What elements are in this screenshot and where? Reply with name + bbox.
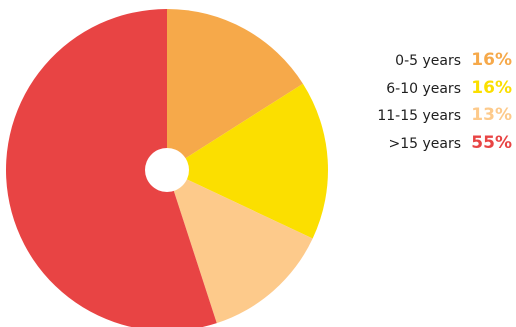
pie-center-hole [145,148,189,192]
pie-slice-11-15-years [167,170,313,324]
legend: 0-5 years 16% 6-10 years 16% 11-15 years… [340,50,516,160]
legend-label: 0-5 years [395,53,461,69]
legend-value: 55% [471,132,512,153]
pie-slices [6,9,329,327]
legend-value: 13% [471,105,512,125]
legend-label: 11-15 years [377,108,461,124]
legend-item-11-15-years: 11-15 years 13% [340,105,516,133]
legend-label: 6-10 years [386,80,461,97]
legend-label: >15 years [388,135,461,152]
pie-slice-15-years [6,9,217,327]
pie-slice-0-5-years [167,9,303,170]
legend-value: 16% [471,50,512,70]
legend-item-over-15-years: >15 years 55% [340,133,516,161]
legend-item-0-5-years: 0-5 years 16% [340,50,516,78]
legend-item-6-10-years: 6-10 years 16% [340,78,516,106]
legend-value: 16% [471,77,512,98]
pie-slice-6-10-years [167,83,329,239]
